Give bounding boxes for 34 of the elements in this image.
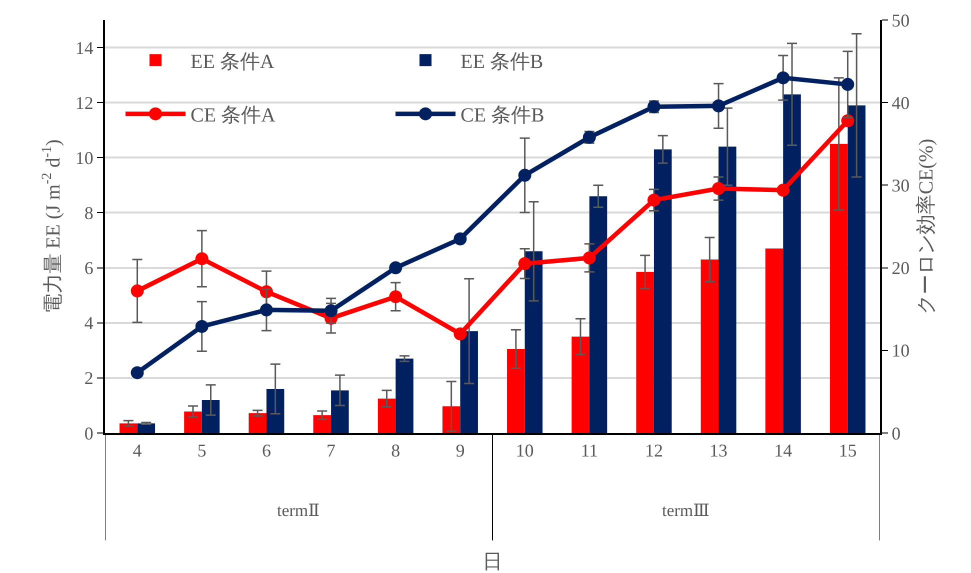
y2-tick-label: 10 — [892, 340, 910, 361]
text: termⅡ — [277, 501, 320, 520]
x-tick-label: 6 — [262, 440, 271, 461]
y2-tick-label: 20 — [892, 258, 910, 278]
y-tick-label: 12 — [75, 92, 94, 113]
legend-label: EE 条件B — [460, 50, 544, 73]
x-axis-title: 日 — [482, 551, 502, 573]
y2-tick-label: 40 — [892, 92, 910, 113]
y2-tick-label: 30 — [892, 176, 910, 196]
y-tick-label: 0 — [84, 423, 94, 444]
y-tick-label: 4 — [84, 313, 94, 334]
x-tick-label: 11 — [580, 440, 598, 461]
y2-tick-label: 50 — [892, 10, 910, 30]
x-tick-label: 10 — [516, 440, 534, 461]
y-tick-label: 2 — [84, 368, 94, 388]
y2-tick-label: 0 — [892, 423, 901, 444]
legend-label: CE 条件B — [460, 104, 544, 127]
legend-label: EE 条件A — [190, 50, 275, 73]
legend-label: CE 条件A — [190, 104, 276, 127]
y-tick-label: 10 — [75, 148, 94, 168]
y-tick-label: 14 — [75, 38, 94, 58]
x-tick-label: 13 — [710, 440, 728, 461]
x-tick-label: 9 — [456, 440, 465, 461]
x-tick-label: 12 — [644, 440, 663, 461]
x-tick-label: 7 — [326, 440, 336, 461]
x-tick-label: 4 — [132, 440, 142, 461]
text: termⅢ — [662, 501, 710, 520]
x-tick-label: 5 — [197, 440, 206, 461]
x-tick-label: 14 — [774, 440, 792, 461]
x-tick-label: 8 — [391, 440, 400, 461]
y2-axis-title: クーロン効率CE(%) — [916, 138, 938, 314]
y-tick-label: 8 — [84, 203, 94, 224]
x-tick-label: 15 — [838, 440, 857, 461]
y-tick-label: 6 — [84, 258, 94, 278]
